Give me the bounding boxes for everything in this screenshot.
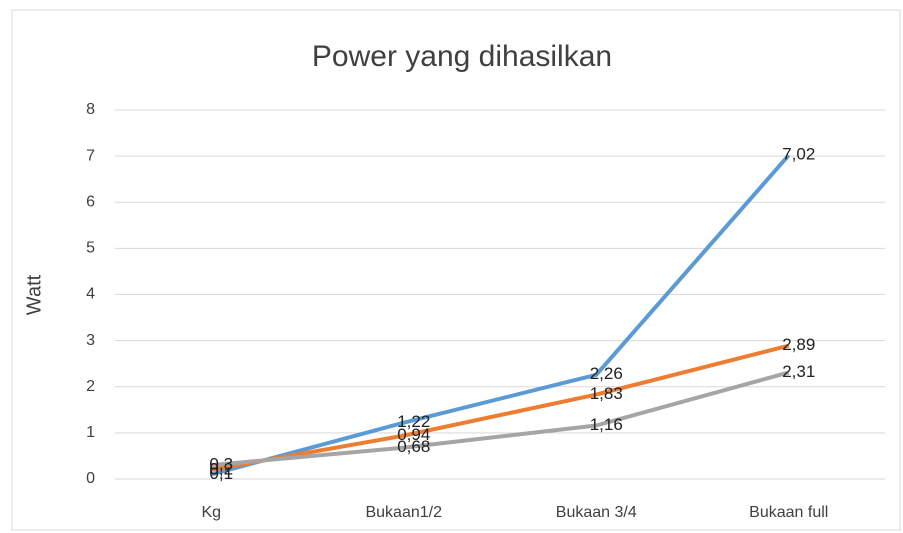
data-label: 0,68 (397, 437, 430, 456)
chart-title: Power yang dihasilkan (312, 40, 612, 73)
series-line (210, 153, 791, 477)
data-label: 0,94 (397, 425, 430, 444)
data-label: 2,26 (590, 364, 623, 383)
chart-border (11, 9, 901, 531)
data-label: 0,3 (209, 455, 233, 474)
x-tick-label: Bukaan 3/4 (556, 504, 637, 521)
data-label: 0,2 (209, 459, 233, 478)
data-label: 0,1 (209, 464, 233, 483)
series-line (211, 370, 790, 468)
y-tick-label: 6 (86, 193, 95, 210)
y-tick-label: 8 (86, 101, 95, 118)
data-label: 2,89 (782, 335, 815, 354)
x-tick-label: Bukaan full (749, 504, 828, 521)
x-tick-label: Kg (201, 504, 221, 521)
data-label: 1,22 (397, 412, 430, 431)
data-label: 7,02 (782, 145, 815, 164)
series-line (210, 343, 790, 472)
y-tick-label: 0 (86, 470, 95, 487)
y-axis-label: Watt (23, 274, 45, 315)
data-label: 1,83 (590, 384, 623, 403)
y-tick-label: 3 (86, 332, 95, 349)
y-tick-label: 7 (86, 147, 95, 164)
y-tick-label: 1 (86, 424, 95, 441)
y-tick-label: 4 (86, 286, 95, 303)
y-tick-label: 5 (86, 240, 95, 257)
x-tick-label: Bukaan1/2 (365, 504, 442, 521)
data-label: 2,31 (782, 362, 815, 381)
data-label: 1,16 (590, 415, 623, 434)
y-tick-label: 2 (86, 378, 95, 395)
